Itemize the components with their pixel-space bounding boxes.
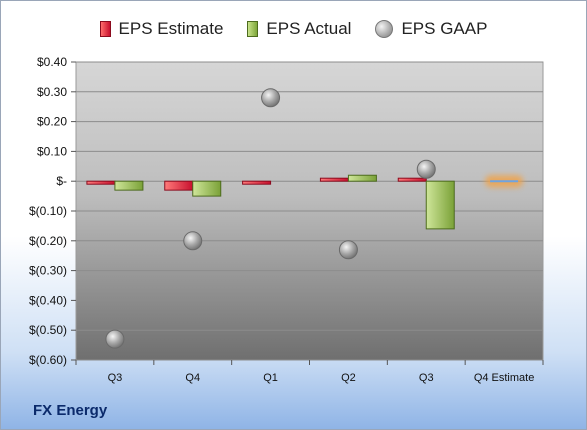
x-tick-label: Q3 xyxy=(108,372,123,384)
y-tick-label: $0.20 xyxy=(37,115,67,129)
x-tick-label: Q4 xyxy=(185,372,200,384)
eps-actual-bar xyxy=(425,180,455,230)
legend: EPS Estimate EPS Actual EPS GAAP xyxy=(0,14,587,44)
y-tick-label: $(0.10) xyxy=(29,204,67,218)
eps-gaap-point xyxy=(183,231,203,251)
eps-estimate-bar xyxy=(319,177,349,182)
x-tick-label: Q3 xyxy=(419,372,434,384)
eps-estimate-bar xyxy=(86,180,116,185)
company-name: FX Energy xyxy=(33,402,108,419)
y-tick-label: $(0.60) xyxy=(29,353,67,367)
eps-gaap-point xyxy=(105,329,125,349)
legend-item-actual: EPS Actual xyxy=(247,19,351,39)
legend-item-estimate: EPS Estimate xyxy=(99,19,224,39)
legend-item-gaap: EPS GAAP xyxy=(375,19,487,39)
legend-label-actual: EPS Actual xyxy=(266,19,352,38)
y-tick-label: $(0.30) xyxy=(29,264,67,278)
legend-label-gaap: EPS GAAP xyxy=(401,19,488,38)
eps-gaap-point xyxy=(261,88,281,108)
x-tick-label: Q4 Estimate xyxy=(474,372,535,384)
y-tick-label: $0.30 xyxy=(37,85,67,99)
eps-estimate-bar xyxy=(397,177,427,182)
x-tick-label: Q2 xyxy=(341,372,356,384)
legend-swatch-actual xyxy=(247,21,259,37)
eps-actual-bar xyxy=(347,174,377,182)
y-tick-label: $(0.40) xyxy=(29,293,67,307)
eps-gaap-point xyxy=(416,159,436,179)
y-tick-label: $0.40 xyxy=(37,55,67,69)
y-tick-label: $(0.20) xyxy=(29,234,67,248)
eps-gaap-point xyxy=(338,240,358,260)
y-tick-label: $(0.50) xyxy=(29,323,67,337)
y-tick-label: $- xyxy=(56,174,67,188)
eps-actual-bar xyxy=(192,180,222,197)
eps-estimate-bar xyxy=(242,180,272,185)
legend-swatch-estimate xyxy=(99,21,111,37)
y-tick-label: $0.10 xyxy=(37,144,67,158)
legend-swatch-gaap xyxy=(375,20,394,38)
x-tick-label: Q1 xyxy=(263,372,278,384)
eps-estimate-bar xyxy=(164,180,194,191)
eps-actual-bar xyxy=(114,180,144,191)
legend-label-estimate: EPS Estimate xyxy=(118,19,224,38)
